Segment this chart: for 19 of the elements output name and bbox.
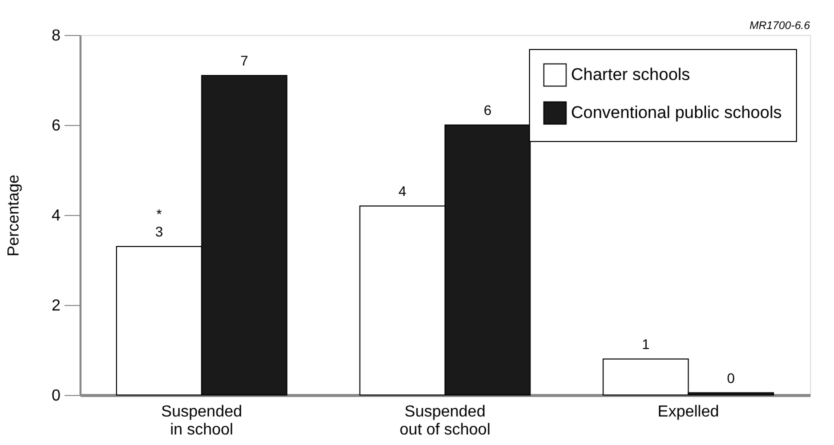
x-tick-label: Suspended in school — [161, 404, 242, 438]
data-label: 0 — [727, 370, 736, 386]
legend-label: Conventional public schools — [571, 103, 782, 122]
y-tick-label: 8 — [52, 28, 61, 44]
data-label: 7 — [240, 52, 248, 68]
text: MR1700-6.6 — [749, 20, 811, 32]
annotation: * — [156, 206, 162, 222]
y-tick-label: 4 — [52, 208, 61, 224]
y-tick-label: 6 — [52, 118, 61, 134]
y-tick-label: 2 — [52, 298, 61, 314]
data-label: 1 — [642, 336, 650, 352]
legend-label: Charter schools — [571, 65, 690, 84]
x-tick-label: Suspended out of school — [400, 404, 490, 438]
data-label: 4 — [398, 183, 407, 199]
x-tick-label: Expelled — [658, 404, 720, 420]
y-tick-label: 0 — [52, 388, 61, 404]
y-axis-title: Percentage — [6, 174, 23, 256]
data-label: 6 — [484, 102, 492, 118]
data-label: 3 — [155, 224, 164, 240]
